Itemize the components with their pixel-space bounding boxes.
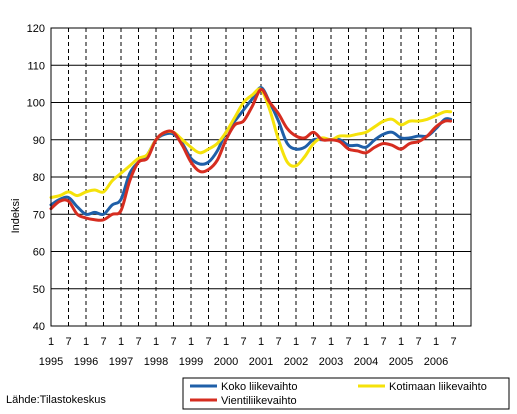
series-line-kotimaan-liikevaihto bbox=[49, 87, 453, 199]
year-label: 2002 bbox=[284, 356, 308, 368]
year-label: 2000 bbox=[214, 356, 238, 368]
year-label: 2001 bbox=[249, 356, 273, 368]
y-axis-ticks: 40 50 60 70 80 90 100 110 120 bbox=[27, 23, 45, 333]
x-tick-label: 1 bbox=[258, 336, 264, 348]
year-label: 2005 bbox=[389, 356, 413, 368]
x-tick-label: 7 bbox=[415, 336, 421, 348]
source-text: Lähde:Tilastokeskus bbox=[6, 394, 106, 406]
y-tick-label: 40 bbox=[33, 321, 45, 333]
y-tick-label: 50 bbox=[33, 284, 45, 296]
year-label: 2006 bbox=[424, 356, 448, 368]
x-tick-label: 7 bbox=[135, 336, 141, 348]
y-tick-label: 90 bbox=[33, 135, 45, 147]
year-label: 2004 bbox=[354, 356, 378, 368]
x-tick-label: 7 bbox=[380, 336, 386, 348]
x-tick-label: 7 bbox=[450, 336, 456, 348]
legend-label-koko-liikevaihto: Koko liikevaihto bbox=[221, 381, 297, 393]
y-axis-label: Indeksi bbox=[10, 199, 22, 234]
x-tick-label: 1 bbox=[398, 336, 404, 348]
x-tick-label: 1 bbox=[48, 336, 54, 348]
x-tick-label: 7 bbox=[310, 336, 316, 348]
y-tick-label: 80 bbox=[33, 172, 45, 184]
chart-series bbox=[49, 86, 453, 222]
y-tick-label: 70 bbox=[33, 209, 45, 221]
year-label: 1995 bbox=[39, 356, 63, 368]
x-tick-label: 7 bbox=[240, 336, 246, 348]
x-tick-label: 1 bbox=[118, 336, 124, 348]
x-tick-label: 1 bbox=[188, 336, 194, 348]
legend-label-vientiliikevaihto: Vientiliikevaihto bbox=[221, 395, 297, 407]
x-tick-label: 1 bbox=[153, 336, 159, 348]
x-tick-label: 1 bbox=[223, 336, 229, 348]
year-label: 2003 bbox=[319, 356, 343, 368]
x-tick-label: 1 bbox=[433, 336, 439, 348]
x-tick-label: 7 bbox=[205, 336, 211, 348]
y-tick-label: 60 bbox=[33, 247, 45, 259]
year-label: 1998 bbox=[144, 356, 168, 368]
x-tick-label: 7 bbox=[100, 336, 106, 348]
x-tick-label: 1 bbox=[363, 336, 369, 348]
x-tick-label: 7 bbox=[275, 336, 281, 348]
grid-lines bbox=[51, 28, 471, 326]
x-tick-label: 1 bbox=[328, 336, 334, 348]
legend: Koko liikevaihto Kotimaan liikevaihto Vien… bbox=[182, 377, 510, 410]
plot-area-frame bbox=[50, 27, 472, 327]
legend-frame bbox=[182, 377, 510, 410]
series-line-koko-liikevaihto bbox=[49, 86, 453, 217]
y-tick-label: 120 bbox=[27, 23, 45, 35]
year-label: 1997 bbox=[109, 356, 133, 368]
y-tick-label: 110 bbox=[27, 60, 45, 72]
x-tick-label: 1 bbox=[293, 336, 299, 348]
x-tick-label: 7 bbox=[345, 336, 351, 348]
y-tick-label: 100 bbox=[27, 98, 45, 110]
series-line-vientiliikevaihto bbox=[49, 88, 453, 222]
x-tick-label: 1 bbox=[83, 336, 89, 348]
x-tick-label: 7 bbox=[170, 336, 176, 348]
x-tick-label: 7 bbox=[65, 336, 71, 348]
year-label: 1999 bbox=[179, 356, 203, 368]
year-label: 1996 bbox=[74, 356, 98, 368]
legend-label-kotimaan-liikevaihto: Kotimaan liikevaihto bbox=[389, 381, 487, 393]
